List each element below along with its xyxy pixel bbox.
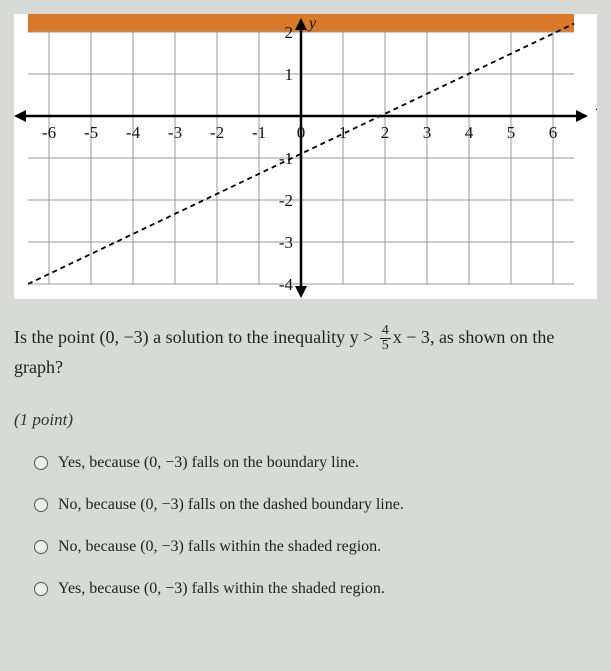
svg-text:1: 1 (339, 123, 348, 142)
q-ineq-prefix: y > (350, 327, 378, 347)
opt-suffix: falls within the shaded region. (188, 580, 385, 597)
option-row[interactable]: Yes, because (0, −3) falls within the sh… (34, 580, 597, 598)
q-middle: a solution to the inequality (153, 327, 349, 347)
svg-text:-3: -3 (168, 123, 182, 142)
opt-point: (0, −3) (140, 496, 184, 513)
svg-text:4: 4 (465, 123, 474, 142)
radio-icon[interactable] (34, 540, 48, 554)
option-row[interactable]: No, because (0, −3) falls on the dashed … (34, 496, 597, 514)
svg-text:2: 2 (381, 123, 390, 142)
svg-text:-3: -3 (279, 233, 293, 252)
fraction-num: 4 (380, 324, 391, 339)
opt-prefix: No, because (58, 538, 140, 555)
question-text: Is the point (0, −3) a solution to the i… (14, 323, 597, 382)
opt-prefix: Yes, because (58, 454, 144, 471)
radio-icon[interactable] (34, 498, 48, 512)
svg-text:x: x (595, 97, 597, 114)
svg-text:-4: -4 (279, 275, 294, 294)
svg-text:-1: -1 (279, 149, 293, 168)
opt-suffix: falls within the shaded region. (184, 538, 381, 555)
q-prefix: Is the point (14, 327, 100, 347)
opt-suffix: falls on the dashed boundary line. (184, 496, 404, 513)
opt-point: (0, −3) (144, 580, 188, 597)
q-point: (0, −3) (100, 327, 149, 347)
points-label: (1 point) (14, 410, 597, 430)
svg-text:-6: -6 (42, 123, 56, 142)
fraction-den: 5 (380, 339, 391, 353)
svg-text:y: y (307, 15, 317, 32)
option-text: No, because (0, −3) falls within the sha… (58, 538, 381, 556)
svg-text:-2: -2 (210, 123, 224, 142)
svg-text:6: 6 (549, 123, 558, 142)
radio-icon[interactable] (34, 456, 48, 470)
svg-text:3: 3 (423, 123, 432, 142)
option-row[interactable]: Yes, because (0, −3) falls on the bounda… (34, 454, 597, 472)
inequality-graph: -6-5-4-3-2-10123456-4-3-2-112xy (14, 14, 597, 299)
opt-prefix: Yes, because (58, 580, 144, 597)
fraction: 45 (380, 324, 391, 353)
svg-text:0: 0 (297, 123, 306, 142)
svg-text:5: 5 (507, 123, 516, 142)
opt-point: (0, −3) (144, 454, 188, 471)
opt-prefix: No, because (58, 496, 140, 513)
svg-text:-4: -4 (126, 123, 141, 142)
svg-text:-1: -1 (252, 123, 266, 142)
radio-icon[interactable] (34, 582, 48, 596)
svg-text:1: 1 (285, 65, 294, 84)
option-text: Yes, because (0, −3) falls within the sh… (58, 580, 385, 598)
option-text: Yes, because (0, −3) falls on the bounda… (58, 454, 359, 472)
options-list: Yes, because (0, −3) falls on the bounda… (14, 454, 597, 598)
option-text: No, because (0, −3) falls on the dashed … (58, 496, 404, 514)
option-row[interactable]: No, because (0, −3) falls within the sha… (34, 538, 597, 556)
graph-svg: -6-5-4-3-2-10123456-4-3-2-112xy (14, 14, 597, 299)
svg-text:-5: -5 (84, 123, 98, 142)
opt-suffix: falls on the boundary line. (188, 454, 360, 471)
svg-text:-2: -2 (279, 191, 293, 210)
svg-text:2: 2 (285, 23, 294, 42)
opt-point: (0, −3) (140, 538, 184, 555)
q-ineq-suffix: x − 3 (393, 327, 430, 347)
